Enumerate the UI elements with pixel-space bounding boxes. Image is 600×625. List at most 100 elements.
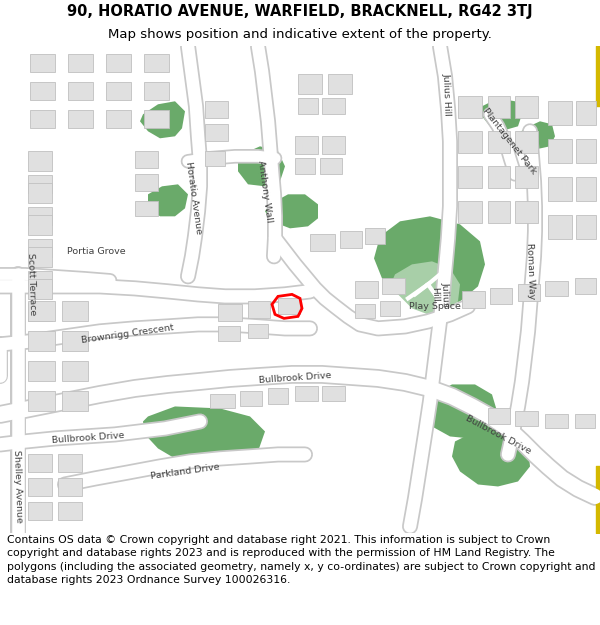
Polygon shape <box>135 151 158 168</box>
Polygon shape <box>28 479 52 496</box>
Polygon shape <box>28 391 55 411</box>
Polygon shape <box>28 151 52 171</box>
Polygon shape <box>320 158 342 174</box>
Polygon shape <box>295 386 318 401</box>
Polygon shape <box>144 110 169 128</box>
Polygon shape <box>374 216 485 306</box>
Polygon shape <box>135 174 158 191</box>
Polygon shape <box>28 216 52 236</box>
Polygon shape <box>28 271 52 289</box>
Polygon shape <box>218 326 240 341</box>
Polygon shape <box>515 131 538 153</box>
Polygon shape <box>545 414 568 429</box>
Text: Julius
Hill: Julius Hill <box>430 281 450 308</box>
Text: Parkland Drive: Parkland Drive <box>150 462 220 481</box>
Polygon shape <box>205 151 225 166</box>
Polygon shape <box>140 101 185 138</box>
Polygon shape <box>58 503 82 521</box>
Polygon shape <box>488 408 510 424</box>
Polygon shape <box>515 411 538 426</box>
Polygon shape <box>62 361 88 381</box>
Polygon shape <box>62 301 88 321</box>
Polygon shape <box>310 234 335 251</box>
Polygon shape <box>482 98 522 130</box>
Polygon shape <box>62 391 88 411</box>
Polygon shape <box>298 74 322 94</box>
Polygon shape <box>148 184 188 216</box>
Polygon shape <box>28 301 55 321</box>
Polygon shape <box>28 248 52 268</box>
Polygon shape <box>135 201 158 216</box>
Polygon shape <box>355 281 378 298</box>
Polygon shape <box>365 228 385 244</box>
Polygon shape <box>515 96 538 118</box>
Text: Map shows position and indicative extent of the property.: Map shows position and indicative extent… <box>108 28 492 41</box>
Polygon shape <box>28 176 52 193</box>
Polygon shape <box>238 146 285 186</box>
Polygon shape <box>268 388 288 404</box>
Polygon shape <box>490 288 512 304</box>
Polygon shape <box>28 303 52 321</box>
Polygon shape <box>488 201 510 223</box>
Polygon shape <box>355 304 375 318</box>
Polygon shape <box>30 82 55 100</box>
Polygon shape <box>328 74 352 94</box>
Text: Anthony Wall: Anthony Wall <box>256 160 274 223</box>
Polygon shape <box>265 194 318 228</box>
Polygon shape <box>58 454 82 472</box>
Polygon shape <box>210 394 235 408</box>
Polygon shape <box>458 96 482 118</box>
Polygon shape <box>144 54 169 72</box>
Polygon shape <box>576 101 596 125</box>
Polygon shape <box>575 414 595 429</box>
Text: Julius Hill: Julius Hill <box>442 72 452 116</box>
Text: Scott Terrace: Scott Terrace <box>26 253 38 316</box>
Text: Contains OS data © Crown copyright and database right 2021. This information is : Contains OS data © Crown copyright and d… <box>7 535 596 585</box>
Polygon shape <box>144 82 169 100</box>
Polygon shape <box>28 208 52 226</box>
Polygon shape <box>248 301 270 318</box>
Polygon shape <box>322 98 345 114</box>
Polygon shape <box>205 101 228 118</box>
Polygon shape <box>58 479 82 496</box>
Text: 90, HORATIO AVENUE, WARFIELD, BRACKNELL, RG42 3TJ: 90, HORATIO AVENUE, WARFIELD, BRACKNELL,… <box>67 4 533 19</box>
Polygon shape <box>462 291 485 308</box>
Polygon shape <box>218 304 242 321</box>
Text: Brownrigg Crescent: Brownrigg Crescent <box>81 324 175 346</box>
Polygon shape <box>322 136 345 154</box>
Polygon shape <box>545 281 568 296</box>
Polygon shape <box>28 279 52 299</box>
Polygon shape <box>248 324 268 338</box>
Polygon shape <box>488 166 510 188</box>
Text: Bullbrook Drive: Bullbrook Drive <box>464 413 532 456</box>
Text: Horatio Avenue: Horatio Avenue <box>184 161 203 235</box>
Polygon shape <box>30 110 55 128</box>
Polygon shape <box>548 139 572 163</box>
Polygon shape <box>106 54 131 72</box>
Polygon shape <box>424 384 498 439</box>
Text: Shelley Avenue: Shelley Avenue <box>12 450 24 523</box>
Polygon shape <box>576 216 596 239</box>
Polygon shape <box>488 96 510 118</box>
Polygon shape <box>28 183 52 203</box>
Polygon shape <box>380 301 400 316</box>
Polygon shape <box>106 110 131 128</box>
Polygon shape <box>68 54 93 72</box>
Polygon shape <box>382 278 405 294</box>
Polygon shape <box>515 201 538 223</box>
Polygon shape <box>295 158 315 174</box>
Polygon shape <box>28 331 55 351</box>
Polygon shape <box>295 136 318 154</box>
Polygon shape <box>322 386 345 401</box>
Polygon shape <box>298 98 318 114</box>
Polygon shape <box>28 239 52 258</box>
Polygon shape <box>576 139 596 163</box>
Polygon shape <box>68 110 93 128</box>
Polygon shape <box>28 361 55 381</box>
Polygon shape <box>240 391 262 406</box>
Polygon shape <box>520 121 555 149</box>
Polygon shape <box>143 406 265 464</box>
Polygon shape <box>458 131 482 153</box>
Text: Play Space: Play Space <box>409 302 461 311</box>
Polygon shape <box>30 54 55 72</box>
